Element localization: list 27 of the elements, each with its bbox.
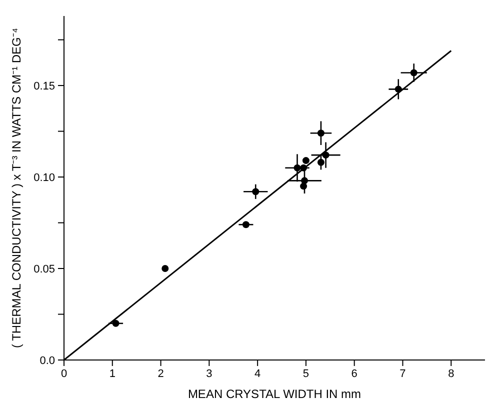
point [317, 158, 324, 166]
x-tick-label: 6 [351, 368, 358, 380]
x-tick-label: 4 [254, 368, 261, 380]
y-tick-label: 0.15 [34, 80, 55, 92]
x-axis-title: MEAN CRYSTAL WIDTH IN mm [188, 387, 362, 401]
point [242, 221, 250, 228]
y-tick-label: 0.05 [34, 263, 55, 276]
y-tick-label: 0.10 [34, 172, 55, 184]
x-tick-label: 0 [60, 368, 68, 380]
x-tick-label: 5 [302, 368, 310, 380]
point [410, 69, 418, 76]
x-tick-label: 1 [109, 368, 116, 380]
point [294, 164, 301, 172]
point [317, 130, 324, 137]
point [252, 188, 260, 196]
x-tick-label: 7 [400, 368, 406, 380]
point [300, 182, 308, 190]
y-axis-title: ( THERMAL CONDUCTIVITY ) x T⁻³ IN WATTS CM⁻¹ DEG⁻⁴ [9, 28, 24, 348]
point [112, 320, 120, 327]
y-tick-label: 0.0 [40, 354, 55, 367]
point [322, 152, 330, 159]
x-tick-label: 8 [448, 368, 454, 380]
x-tick-label: 3 [206, 368, 212, 380]
point [301, 177, 308, 184]
point [302, 157, 310, 164]
x-tick-label: 2 [158, 368, 164, 380]
point [162, 265, 169, 272]
